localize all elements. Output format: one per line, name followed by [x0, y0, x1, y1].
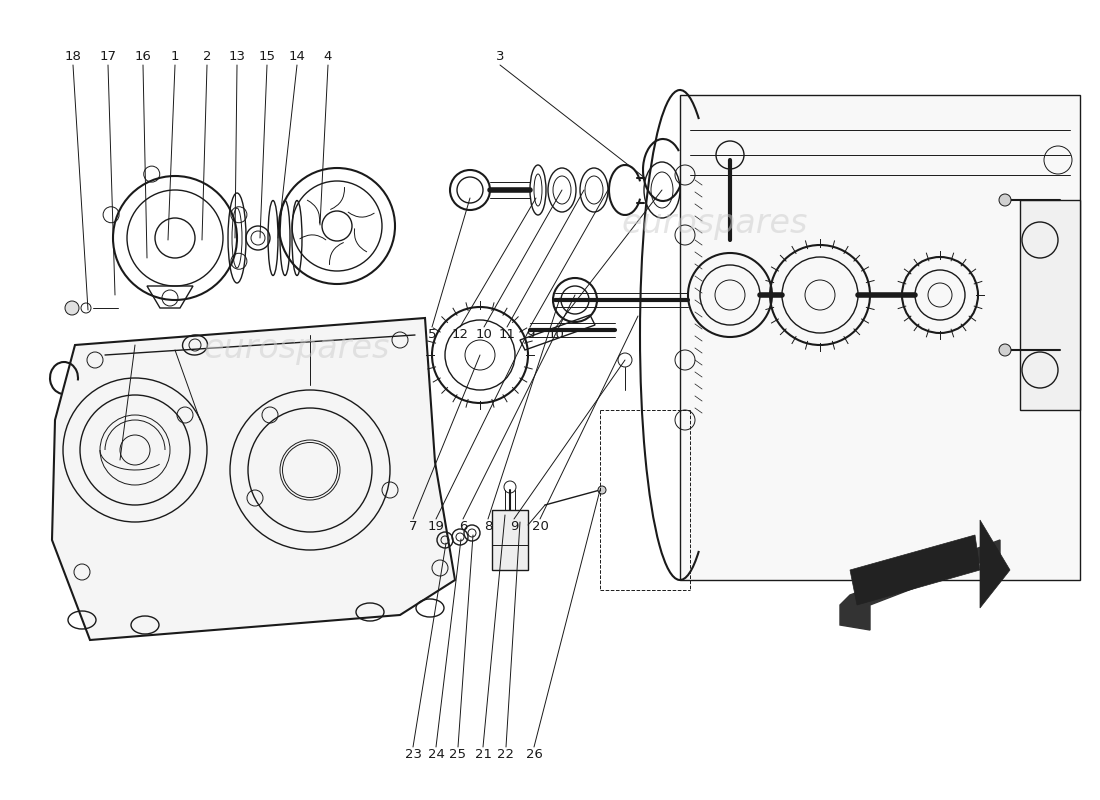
- Circle shape: [65, 301, 79, 315]
- Text: eurospares: eurospares: [621, 207, 808, 241]
- Polygon shape: [1020, 200, 1080, 410]
- Text: 11: 11: [498, 329, 516, 342]
- Text: 10: 10: [475, 329, 493, 342]
- Text: 13: 13: [229, 50, 245, 63]
- Text: 16: 16: [134, 50, 152, 63]
- Text: eurospares: eurospares: [204, 331, 390, 365]
- Text: 14: 14: [288, 50, 306, 63]
- Polygon shape: [980, 520, 1010, 608]
- Text: 5: 5: [428, 329, 437, 342]
- Text: 9: 9: [526, 329, 535, 342]
- Circle shape: [999, 194, 1011, 206]
- Text: 8: 8: [484, 521, 492, 534]
- Text: 9: 9: [509, 521, 518, 534]
- Polygon shape: [492, 510, 528, 570]
- Text: 21: 21: [474, 749, 492, 762]
- Polygon shape: [850, 535, 980, 605]
- Text: 25: 25: [450, 749, 466, 762]
- Text: 4: 4: [323, 50, 332, 63]
- Text: 3: 3: [496, 50, 504, 63]
- Text: 24: 24: [428, 749, 444, 762]
- Text: 12: 12: [451, 329, 469, 342]
- Text: 15: 15: [258, 50, 275, 63]
- Polygon shape: [52, 318, 455, 640]
- Text: 18: 18: [65, 50, 81, 63]
- Text: 10: 10: [548, 329, 564, 342]
- Text: 19: 19: [428, 521, 444, 534]
- Text: 20: 20: [531, 521, 549, 534]
- Circle shape: [598, 486, 606, 494]
- Text: 17: 17: [99, 50, 117, 63]
- Text: 23: 23: [405, 749, 421, 762]
- Text: 2: 2: [202, 50, 211, 63]
- Text: 6: 6: [459, 521, 468, 534]
- Text: 22: 22: [497, 749, 515, 762]
- Polygon shape: [680, 95, 1080, 580]
- Circle shape: [999, 344, 1011, 356]
- Text: 7: 7: [409, 521, 417, 534]
- Text: 26: 26: [526, 749, 542, 762]
- Text: 1: 1: [170, 50, 179, 63]
- Polygon shape: [840, 540, 1000, 630]
